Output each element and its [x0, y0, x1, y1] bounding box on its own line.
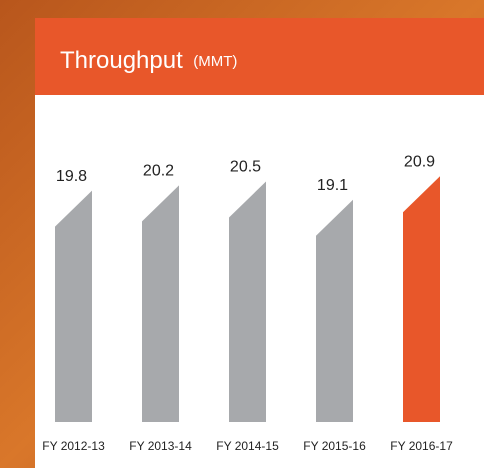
chart-title: Throughput: [60, 47, 183, 74]
x-tick-label: FY 2012-13: [42, 439, 105, 453]
x-tick-label: FY 2015-16: [303, 439, 366, 453]
value-label: 20.9: [404, 154, 435, 171]
x-tick-label: FY 2013-14: [129, 439, 192, 453]
chart-title-group: Throughput (MMT): [60, 47, 237, 74]
bar: [316, 199, 353, 422]
header: [35, 18, 484, 95]
value-label: 20.2: [143, 163, 174, 180]
bar: [229, 181, 266, 422]
bar: [403, 176, 440, 422]
x-tick-label: FY 2014-15: [216, 439, 279, 453]
x-tick-label: FY 2016-17: [390, 439, 453, 453]
chart-subtitle: (MMT): [193, 53, 237, 70]
value-label: 19.8: [56, 168, 87, 185]
bar: [142, 185, 179, 422]
value-label: 20.5: [230, 159, 261, 176]
value-label: 19.1: [317, 177, 348, 194]
bar: [55, 190, 92, 422]
